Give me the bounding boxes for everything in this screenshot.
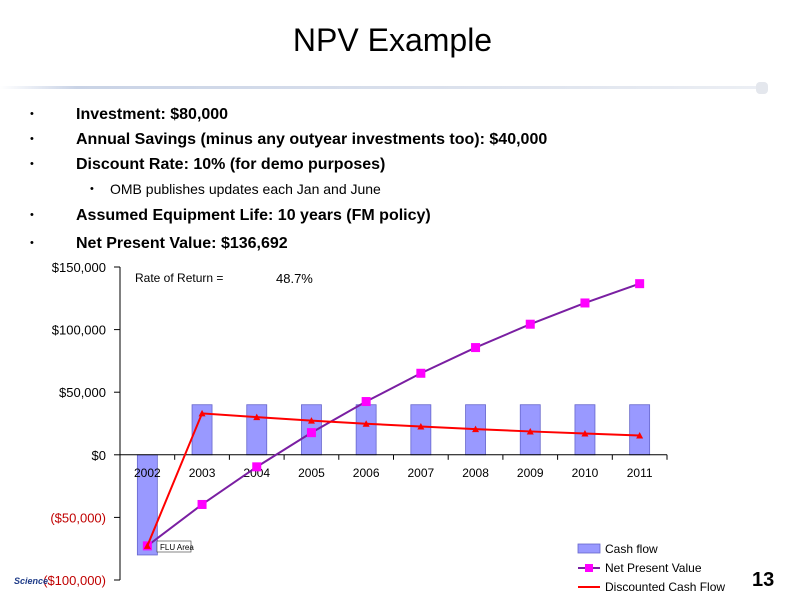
legend-marker-npv xyxy=(585,564,593,572)
slide-title: NPV Example xyxy=(292,22,493,58)
bullet-dot: • xyxy=(30,133,34,145)
rate-of-return-label: Rate of Return = xyxy=(135,271,223,285)
y-tick-label: $0 xyxy=(92,448,106,463)
footer-logo: Science xyxy=(14,576,49,586)
dcf-marker-2003 xyxy=(198,409,206,417)
bullet-dot: • xyxy=(30,108,34,120)
rate-of-return-value: 48.7% xyxy=(276,271,313,286)
bullet-discount-rate: Discount Rate: 10% (for demo purposes) xyxy=(76,156,386,173)
y-tick-label: $50,000 xyxy=(59,385,106,400)
x-tick-label: 2002 xyxy=(134,466,161,480)
bullet-investment: Investment: $80,000 xyxy=(76,106,229,123)
bar-2010 xyxy=(574,404,596,456)
bar-2006 xyxy=(355,404,377,456)
bullet-dot: • xyxy=(30,158,34,170)
dcf-marker-2006 xyxy=(362,420,370,427)
npv-marker-2011 xyxy=(635,279,645,289)
dcf-marker-2005 xyxy=(307,417,315,424)
npv-marker-2005 xyxy=(306,428,316,438)
y-tick-label: ($50,000) xyxy=(50,510,106,525)
npv-marker-2004 xyxy=(252,462,262,472)
legend-label-npv: Net Present Value xyxy=(605,561,702,575)
legend-label-dcf: Discounted Cash Flow xyxy=(605,580,725,594)
dcf-marker-2004 xyxy=(253,413,261,421)
point-label-box xyxy=(156,540,192,553)
x-tick-label: 2007 xyxy=(407,466,434,480)
legend-label-cash-flow: Cash flow xyxy=(605,542,658,556)
bullet-annual-savings: Annual Savings (minus any outyear invest… xyxy=(76,131,548,148)
npv-marker-2010 xyxy=(580,298,590,308)
dcf-marker-2008 xyxy=(472,425,480,433)
bullet-dot: • xyxy=(30,237,34,249)
x-tick-label: 2008 xyxy=(462,466,489,480)
npv-marker-2008 xyxy=(471,343,481,353)
npv-line xyxy=(146,282,640,547)
npv-marker-2003 xyxy=(197,499,207,509)
bar-2007 xyxy=(410,404,432,456)
x-tick-label: 2003 xyxy=(189,466,216,480)
bullet-dot: • xyxy=(30,209,34,221)
page-number: 13 xyxy=(752,569,775,591)
npv-marker-2009 xyxy=(525,319,535,329)
x-tick-label: 2004 xyxy=(243,466,270,480)
sub-bullet-dot: • xyxy=(90,183,94,195)
divider-end-cap xyxy=(756,82,768,94)
dcf-marker-2009 xyxy=(526,427,534,435)
bar-2004 xyxy=(246,404,268,456)
y-tick-label: ($100,000) xyxy=(43,573,106,588)
point-label: FLU Area xyxy=(160,543,194,552)
y-tick-label: $150,000 xyxy=(52,260,106,275)
dcf-marker-2002 xyxy=(143,542,151,549)
bullet-npv: Net Present Value: $136,692 xyxy=(76,235,288,252)
dcf-marker-2010 xyxy=(581,430,589,437)
dcf-marker-2011 xyxy=(636,431,644,439)
y-tick-label: $100,000 xyxy=(52,323,106,338)
x-tick-label: 2009 xyxy=(517,466,544,480)
x-tick-label: 2010 xyxy=(572,466,599,480)
bar-2011 xyxy=(629,404,651,456)
dcf-line xyxy=(146,412,640,547)
x-tick-label: 2006 xyxy=(353,466,380,480)
dcf-marker-2007 xyxy=(417,423,425,430)
title-divider xyxy=(0,86,768,89)
x-tick-label: 2005 xyxy=(298,466,325,480)
sub-bullet-omb: OMB publishes updates each Jan and June xyxy=(110,181,381,197)
legend-swatch-cash-flow xyxy=(577,543,601,554)
x-tick-label: 2011 xyxy=(627,466,653,480)
bullet-equipment-life: Assumed Equipment Life: 10 years (FM pol… xyxy=(76,207,431,224)
npv-marker-2007 xyxy=(416,368,426,378)
npv-marker-2006 xyxy=(361,397,371,407)
